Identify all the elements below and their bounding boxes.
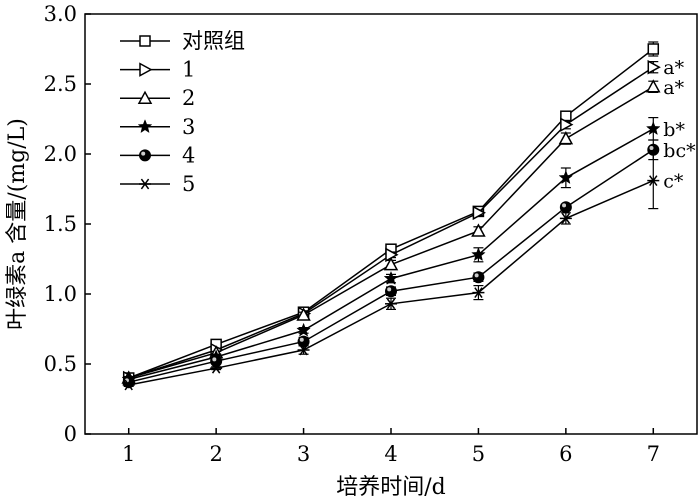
x-tick-label: 5 [472, 442, 485, 466]
data-point [558, 170, 574, 185]
data-point [472, 287, 485, 298]
data-point [296, 307, 311, 321]
data-point [471, 247, 486, 262]
y-tick-label: 2.5 [44, 72, 77, 96]
x-tick-label: 1 [122, 442, 135, 466]
y-tick-label: 1.5 [44, 212, 77, 236]
data-point [472, 205, 486, 221]
x-tick-label: 6 [559, 442, 572, 466]
data-point [385, 285, 397, 298]
data-point [647, 59, 661, 75]
significance-label: b* [663, 119, 685, 141]
legend-marker [139, 62, 153, 77]
data-point [385, 247, 399, 263]
significance-label: a* [663, 77, 684, 99]
legend: 对照组 1 2 3 4 5 [120, 29, 245, 196]
data-point [210, 355, 223, 368]
y-tick-label: 0.5 [44, 352, 77, 376]
data-point [210, 362, 223, 374]
legend-label: 对照组 [182, 29, 245, 53]
data-point [385, 298, 397, 310]
data-point [559, 201, 572, 214]
series-layer: a*a* b*bc* c* [121, 41, 696, 391]
y-tick-label: 1.0 [44, 282, 77, 306]
x-tick-label: 4 [384, 442, 397, 466]
x-tick-label: 2 [209, 442, 222, 466]
y-axis-title: 叶绿素a 含量/(mg/L) [5, 118, 30, 330]
legend-marker [139, 149, 151, 162]
data-point [645, 121, 661, 136]
legend-label: 4 [182, 143, 195, 167]
data-point [297, 344, 310, 356]
legend-marker [137, 90, 153, 104]
data-point [560, 117, 574, 132]
legend-marker [139, 35, 151, 47]
legend-marker [137, 119, 153, 134]
y-tick-label: 3.0 [44, 2, 77, 26]
legend-item: 4 [120, 143, 195, 167]
legend-item: 5 [120, 172, 195, 196]
legend-item: 1 [120, 58, 195, 82]
data-point [296, 322, 311, 337]
legend-item: 2 [120, 86, 195, 110]
data-point [383, 270, 399, 285]
significance-label: a* [663, 57, 684, 79]
data-point [647, 175, 660, 186]
data-point [383, 257, 399, 271]
legend-item: 对照组 [120, 29, 245, 53]
data-point [646, 79, 661, 93]
series-6: c* [122, 152, 684, 391]
data-point [122, 379, 135, 391]
x-tick-label: 7 [647, 442, 660, 466]
data-point [472, 271, 485, 284]
x-axis-title: 培养时间/d [336, 475, 446, 500]
y-tick-label: 2.0 [44, 142, 77, 166]
axis-ticks: 1 2 3 4 5 6 7 0 0.5 1.0 1.5 2.0 2.5 3.0 [44, 2, 660, 466]
data-point [647, 43, 660, 55]
legend-label: 3 [182, 115, 195, 139]
legend-label: 1 [182, 58, 195, 82]
y-tick-label: 0 [64, 422, 77, 446]
significance-label: bc* [663, 140, 696, 162]
data-point [559, 213, 572, 224]
data-point [471, 223, 486, 237]
legend-label: 5 [182, 172, 195, 196]
significance-label: c* [663, 171, 684, 193]
legend-item: 3 [120, 115, 195, 139]
data-point [558, 131, 574, 145]
legend-marker [139, 178, 151, 190]
legend-label: 2 [182, 86, 195, 110]
x-tick-label: 3 [297, 442, 310, 466]
